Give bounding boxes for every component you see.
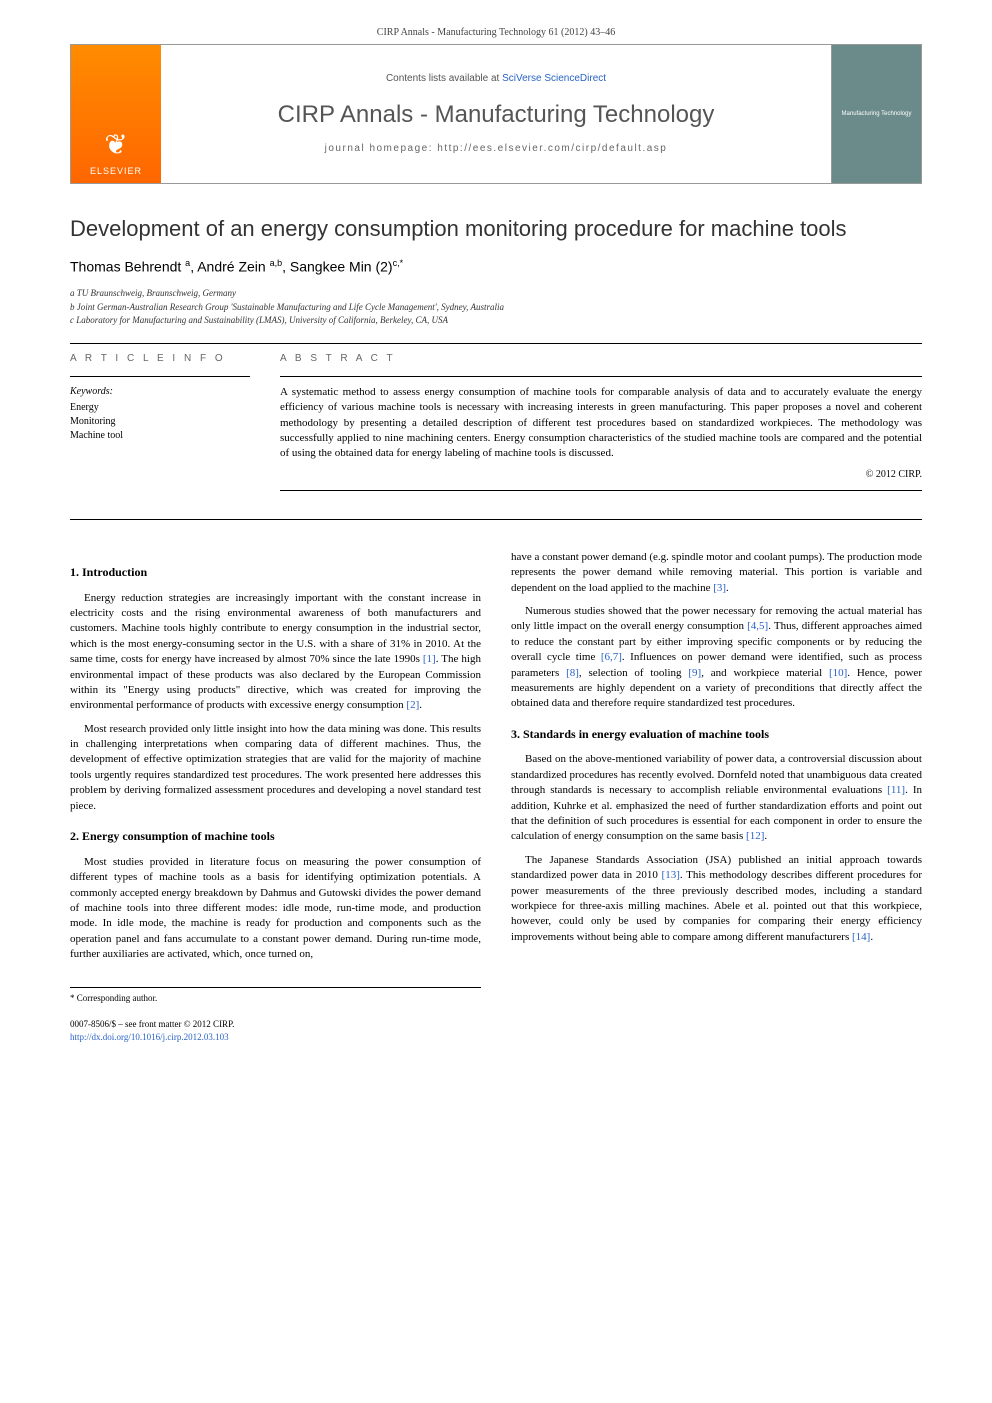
divider <box>280 490 922 491</box>
s1-para-2: Most research provided only little insig… <box>70 722 481 814</box>
ref-67[interactable]: [6,7] <box>601 651 622 663</box>
citation-line: CIRP Annals - Manufacturing Technology 6… <box>70 26 922 40</box>
publisher-name: ELSEVIER <box>90 165 142 178</box>
issn-line: 0007-8506/$ – see front matter © 2012 CI… <box>70 1018 481 1031</box>
section-2-heading: 2. Energy consumption of machine tools <box>70 828 481 845</box>
affiliation-c: c Laboratory for Manufacturing and Susta… <box>70 314 922 327</box>
affiliation-a: a TU Braunschweig, Braunschweig, Germany <box>70 287 922 300</box>
s3-para-1: Based on the above-mentioned variability… <box>511 752 922 844</box>
info-abstract-row: A R T I C L E I N F O Keywords: Energy M… <box>70 352 922 499</box>
s1-para-1: Energy reduction strategies are increasi… <box>70 591 481 714</box>
ref-45[interactable]: [4,5] <box>747 620 768 632</box>
s2-para-1: Most studies provided in literature focu… <box>70 855 481 963</box>
author-list: Thomas Behrendt a, André Zein a,b, Sangk… <box>70 257 922 277</box>
section-1-heading: 1. Introduction <box>70 564 481 581</box>
ref-10[interactable]: [10] <box>829 667 847 679</box>
divider <box>70 343 922 344</box>
article-info-block: A R T I C L E I N F O Keywords: Energy M… <box>70 352 250 499</box>
keywords-list: Energy Monitoring Machine tool <box>70 401 250 443</box>
ref-1[interactable]: [1] <box>423 653 436 665</box>
ref-3[interactable]: [3] <box>713 582 726 594</box>
affiliations: a TU Braunschweig, Braunschweig, Germany… <box>70 287 922 327</box>
journal-cover-thumb: Manufacturing Technology <box>831 45 921 183</box>
keyword: Energy <box>70 401 250 415</box>
ref-14[interactable]: [14] <box>852 931 870 943</box>
section-3-heading: 3. Standards in energy evaluation of mac… <box>511 726 922 743</box>
article-title: Development of an energy consumption mon… <box>70 214 922 245</box>
abstract-copyright: © 2012 CIRP. <box>280 468 922 482</box>
left-column: 1. Introduction Energy reduction strateg… <box>70 550 481 1044</box>
article-info-heading: A R T I C L E I N F O <box>70 352 250 366</box>
cover-text: Manufacturing Technology <box>842 110 912 118</box>
journal-title: CIRP Annals - Manufacturing Technology <box>278 98 715 132</box>
right-column: have a constant power demand (e.g. spind… <box>511 550 922 1044</box>
keyword: Machine tool <box>70 429 250 443</box>
header-center: Contents lists available at SciVerse Sci… <box>161 45 831 183</box>
journal-homepage: journal homepage: http://ees.elsevier.co… <box>325 142 668 156</box>
sciencedirect-link[interactable]: SciVerse ScienceDirect <box>502 73 606 84</box>
ref-8[interactable]: [8] <box>566 667 579 679</box>
abstract-heading: A B S T R A C T <box>280 352 922 366</box>
ref-11[interactable]: [11] <box>887 784 905 796</box>
divider <box>70 519 922 520</box>
divider <box>280 376 922 377</box>
directory-prefix: Contents lists available at <box>386 73 502 84</box>
s3-para-2: The Japanese Standards Association (JSA)… <box>511 853 922 945</box>
divider <box>70 376 250 377</box>
footer-area: * Corresponding author. 0007-8506/$ – se… <box>70 987 481 1044</box>
ref-9[interactable]: [9] <box>688 667 701 679</box>
body-columns: 1. Introduction Energy reduction strateg… <box>70 550 922 1044</box>
affiliation-b: b Joint German-Australian Research Group… <box>70 301 922 314</box>
s2-para-cont: have a constant power demand (e.g. spind… <box>511 550 922 596</box>
abstract-block: A B S T R A C T A systematic method to a… <box>280 352 922 499</box>
journal-header-banner: ❦ ELSEVIER Contents lists available at S… <box>70 44 922 184</box>
keywords-label: Keywords: <box>70 385 250 399</box>
directory-line: Contents lists available at SciVerse Sci… <box>386 72 606 86</box>
elsevier-tree-icon: ❦ <box>104 126 127 165</box>
corresponding-author-note: * Corresponding author. <box>70 992 481 1005</box>
doi-line: http://dx.doi.org/10.1016/j.cirp.2012.03… <box>70 1031 481 1044</box>
ref-2[interactable]: [2] <box>406 699 419 711</box>
ref-13[interactable]: [13] <box>662 869 680 881</box>
s2-para-3: Numerous studies showed that the power n… <box>511 604 922 712</box>
doi-link[interactable]: http://dx.doi.org/10.1016/j.cirp.2012.03… <box>70 1032 229 1042</box>
publisher-logo: ❦ ELSEVIER <box>71 45 161 183</box>
abstract-text: A systematic method to assess energy con… <box>280 385 922 462</box>
ref-12[interactable]: [12] <box>746 830 764 842</box>
keyword: Monitoring <box>70 415 250 429</box>
